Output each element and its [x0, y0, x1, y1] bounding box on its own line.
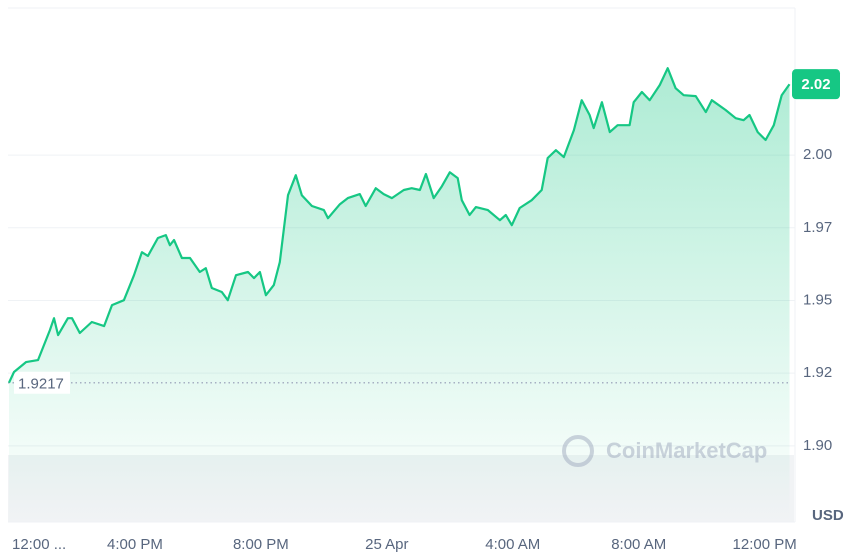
x-tick-label: 4:00 AM	[485, 536, 540, 553]
unit-label: USD	[812, 507, 844, 524]
y-tick-label: 1.95	[803, 291, 832, 308]
x-tick-label: 8:00 PM	[233, 536, 289, 553]
x-tick-label: 4:00 PM	[107, 536, 163, 553]
watermark-text: CoinMarketCap	[606, 438, 767, 463]
reference-label-bg	[14, 371, 70, 394]
watermark: CoinMarketCap	[562, 435, 767, 467]
last-price-label: 2.02	[801, 76, 830, 93]
x-tick-label: 8:00 AM	[611, 536, 666, 553]
plot: 1.9217	[8, 67, 791, 522]
y-tick-label: 1.97	[803, 219, 832, 236]
reference-label: 1.9217	[18, 376, 64, 393]
last-price-badge	[792, 69, 840, 100]
watermark-logo	[562, 435, 594, 467]
y-tick-label: 1.90	[803, 437, 832, 454]
price-area	[9, 68, 790, 522]
y-tick-label: 1.92	[803, 364, 832, 381]
x-tick-label: 12:00 PM	[733, 536, 797, 553]
y-tick-label: 2.00	[803, 146, 832, 163]
x-tick-label: 12:00 ...	[12, 536, 66, 553]
price-line	[8, 67, 791, 384]
x-tick-label: 25 Apr	[365, 536, 408, 553]
